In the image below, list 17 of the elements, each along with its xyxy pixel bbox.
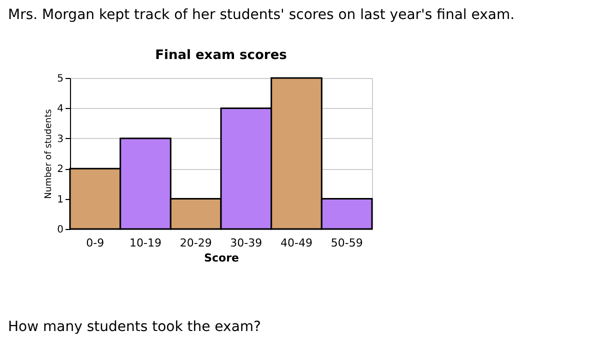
chart-title: Final exam scores — [155, 48, 288, 63]
y-axis-title: Number of students — [44, 108, 54, 199]
x-tick-label: 40-49 — [280, 236, 312, 250]
x-tick-label: 20-29 — [180, 236, 212, 250]
y-tick-label: 1 — [57, 194, 64, 206]
y-tick-label: 3 — [57, 134, 64, 145]
x-tick-label: 30-39 — [230, 236, 262, 250]
x-tick-label: 10-19 — [130, 236, 162, 250]
x-tick-label: 0-9 — [86, 236, 104, 250]
x-axis-title: Score — [204, 252, 239, 264]
y-tick-label: 4 — [57, 104, 64, 115]
y-tick-label: 5 — [57, 74, 64, 84]
y-tick-label: 0 — [57, 224, 64, 236]
x-tick-label: 50-59 — [330, 236, 363, 250]
y-tick-label: 2 — [57, 164, 64, 176]
text: Mrs. Morgan kept track of her students' scores on last year's final exam. — [8, 7, 515, 23]
text: How many students took the exam? — [8, 319, 261, 335]
